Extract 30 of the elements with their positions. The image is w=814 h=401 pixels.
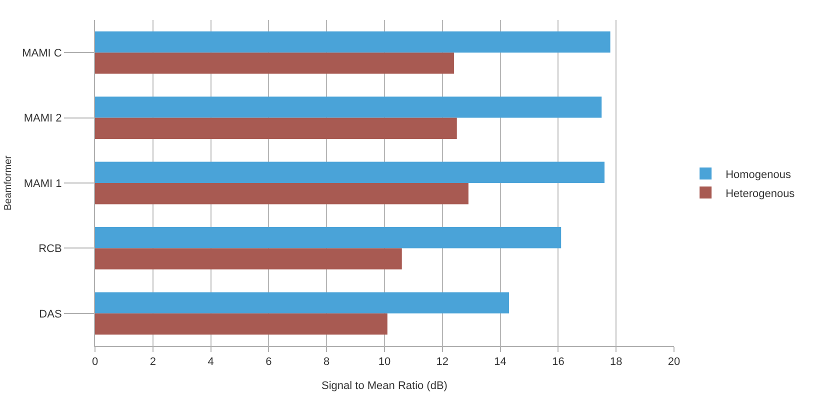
x-tick-label: 0 — [92, 356, 98, 368]
legend-label: Homogenous — [726, 168, 792, 181]
y-tick-label: MAMI C — [22, 47, 62, 60]
bar — [95, 31, 610, 53]
x-tick-label: 14 — [494, 356, 506, 368]
x-tick-label: 12 — [436, 356, 449, 368]
x-tick-label: 18 — [610, 356, 622, 368]
bar — [95, 162, 605, 183]
y-tick-label: MAMI 1 — [24, 178, 62, 190]
x-tick-label: 4 — [208, 356, 214, 368]
bar — [95, 52, 454, 74]
bar — [95, 248, 402, 270]
bar — [95, 227, 562, 248]
bar — [95, 292, 509, 314]
x-tick-label: 6 — [266, 356, 272, 368]
x-axis-title: Signal to Mean Ratio (dB) — [322, 380, 448, 392]
y-tick-label: MAMI 2 — [24, 112, 62, 125]
bar — [95, 313, 388, 335]
x-tick-label: 20 — [668, 356, 680, 368]
y-tick-label: DAS — [39, 308, 62, 320]
bar — [95, 96, 602, 118]
x-tick-label: 2 — [150, 356, 156, 368]
y-axis-title: Beamformer — [3, 154, 14, 211]
legend-label: Heterogenous — [726, 188, 796, 200]
bar — [95, 118, 457, 139]
x-tick-label: 8 — [324, 356, 330, 368]
x-tick-label: 10 — [378, 356, 391, 368]
bar — [95, 183, 468, 204]
y-tick-label: RCB — [38, 243, 62, 256]
x-tick-label: 16 — [552, 356, 564, 368]
